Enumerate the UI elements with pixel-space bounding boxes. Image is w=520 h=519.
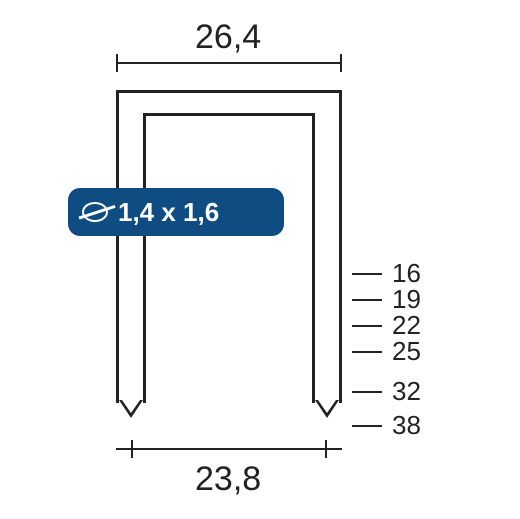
cross-section-icon xyxy=(82,202,108,222)
staple-tip-right xyxy=(315,400,339,418)
tick-line xyxy=(352,273,382,275)
crown-outer-width-label: 26,4 xyxy=(195,18,261,57)
crown-inner-dimension-line xyxy=(116,448,342,450)
staple-crown xyxy=(116,90,342,116)
wire-gauge-text: 1,4 x 1,6 xyxy=(118,197,219,228)
tick-line xyxy=(352,391,382,393)
crown-inner-width-label: 23,8 xyxy=(195,460,261,499)
staple-leg-left xyxy=(116,113,146,403)
tick-line xyxy=(352,425,382,427)
tick-label: 38 xyxy=(392,410,421,441)
staple-leg-right xyxy=(312,113,342,403)
crown-outer-dimension-line xyxy=(116,62,342,64)
tick-line xyxy=(352,299,382,301)
staple-diagram: 26,4 1,4 x 1,6 161922253238 23,8 xyxy=(0,0,520,519)
wire-gauge-badge: 1,4 x 1,6 xyxy=(68,188,284,236)
length-tick-38: 38 xyxy=(352,410,440,441)
tick-label: 25 xyxy=(392,336,421,367)
tick-label: 32 xyxy=(392,376,421,407)
tick-line xyxy=(352,325,382,327)
staple-tip-left xyxy=(119,400,143,418)
length-tick-32: 32 xyxy=(352,376,440,407)
length-tick-25: 25 xyxy=(352,336,440,367)
tick-line xyxy=(352,351,382,353)
